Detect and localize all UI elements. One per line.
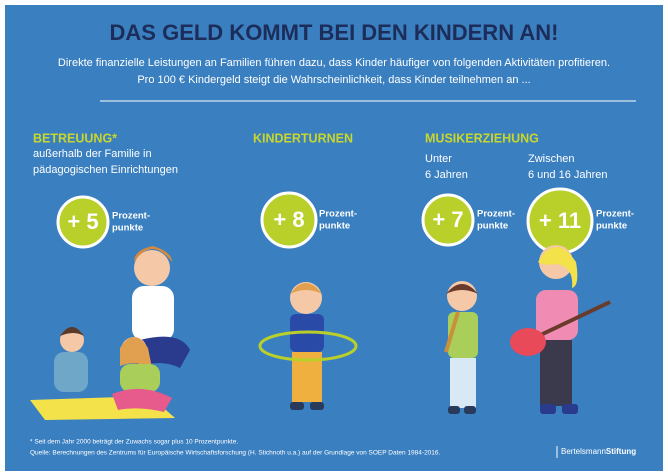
unit: Prozent- xyxy=(112,211,150,222)
value: + 5 xyxy=(67,209,98,234)
value: + 7 xyxy=(432,207,463,232)
section-heading: KINDERTURNEN xyxy=(253,131,353,145)
logo-part: Stiftung xyxy=(606,447,636,456)
intro-line: Direkte finanzielle Leistungen an Famili… xyxy=(58,57,610,69)
section-heading: MUSIKERZIEHUNG xyxy=(425,131,539,145)
unit: punkte xyxy=(596,221,627,232)
illustration-care xyxy=(30,246,190,420)
title: DAS GELD KOMMT BEI DEN KINDERN AN! xyxy=(110,20,559,45)
section-text: pädagogischen Einrichtungen xyxy=(33,164,178,176)
value: + 8 xyxy=(273,207,304,232)
logo-part: Bertelsmann xyxy=(561,447,606,456)
unit: Prozent- xyxy=(477,209,515,220)
value-badge xyxy=(56,195,110,249)
item-label: 6 Jahren xyxy=(425,169,468,181)
illustration-gym xyxy=(258,282,358,410)
value-badge xyxy=(260,191,318,249)
item-label: Unter xyxy=(425,153,452,165)
unit: punkte xyxy=(112,223,143,234)
item-label: Zwischen xyxy=(528,153,574,165)
value-badge xyxy=(421,193,475,247)
unit: Prozent- xyxy=(319,209,357,220)
section-text: außerhalb der Familie in xyxy=(33,148,152,160)
item-label: 6 und 16 Jahren xyxy=(528,169,608,181)
footnote: * Seit dem Jahr 2000 beträgt der Zuwachs… xyxy=(30,439,238,446)
section-heading: BETREUUNG* xyxy=(33,131,117,145)
unit: Prozent- xyxy=(596,209,634,220)
illustration-flute xyxy=(444,281,478,414)
illustration-guitar xyxy=(510,245,611,414)
footnote: Quelle: Berechnungen des Zentrums für Eu… xyxy=(30,450,441,457)
unit: punkte xyxy=(319,221,350,232)
intro-line: Pro 100 € Kindergeld steigt die Wahrsche… xyxy=(137,74,530,86)
logo: BertelsmannStiftung xyxy=(561,447,636,456)
unit: punkte xyxy=(477,221,508,232)
value: + 11 xyxy=(539,208,581,233)
